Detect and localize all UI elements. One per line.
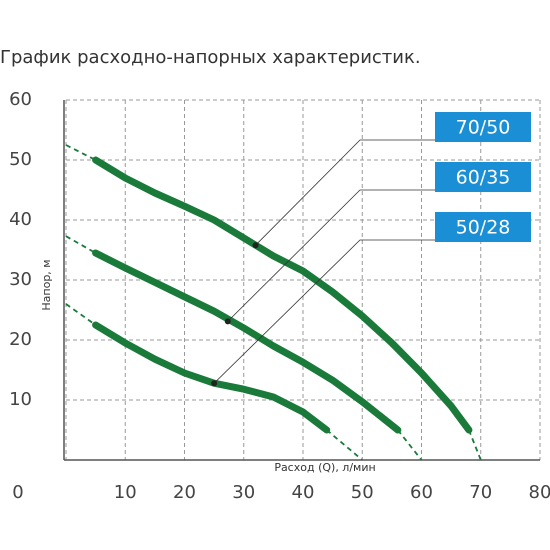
x-tick-label: 0	[12, 482, 23, 503]
y-tick-label: 30	[9, 269, 32, 290]
x-tick-label: 10	[114, 482, 137, 503]
curve	[92, 321, 331, 434]
x-tick-label: 40	[292, 482, 315, 503]
x-tick-label: 50	[351, 482, 374, 503]
leader-line	[255, 139, 435, 246]
curve	[92, 156, 473, 434]
curve-marker	[224, 318, 231, 325]
x-tick-label: 20	[173, 482, 196, 503]
series-label-box	[435, 212, 531, 242]
x-tick-label: 60	[410, 482, 433, 503]
curve-marker	[252, 242, 259, 249]
x-axis-label: Расход (Q), л/мин	[274, 461, 375, 474]
series-label-box	[435, 112, 531, 142]
curve-marker	[211, 380, 218, 387]
y-tick-label: 20	[9, 329, 32, 350]
leader-line	[213, 239, 435, 384]
series-label-box	[435, 162, 531, 192]
extension-line	[65, 303, 363, 461]
x-tick-label: 30	[232, 482, 255, 503]
leader-line	[227, 189, 435, 322]
x-tick-label: 80	[529, 482, 550, 503]
y-tick-label: 50	[9, 149, 32, 170]
series-label: 60/35	[456, 167, 511, 189]
series-label: 70/50	[456, 117, 511, 139]
curve	[92, 249, 402, 434]
extension-line	[65, 235, 423, 461]
x-tick-label: 70	[469, 482, 492, 503]
y-tick-label: 10	[9, 389, 32, 410]
extension-line	[65, 144, 482, 461]
y-tick-label: 60	[9, 89, 32, 110]
y-tick-label: 40	[9, 209, 32, 230]
series-label: 50/28	[456, 217, 511, 239]
chart-title: График расходно-напорных характеристик.	[0, 47, 421, 68]
y-axis-label: Напор, м	[40, 259, 53, 310]
